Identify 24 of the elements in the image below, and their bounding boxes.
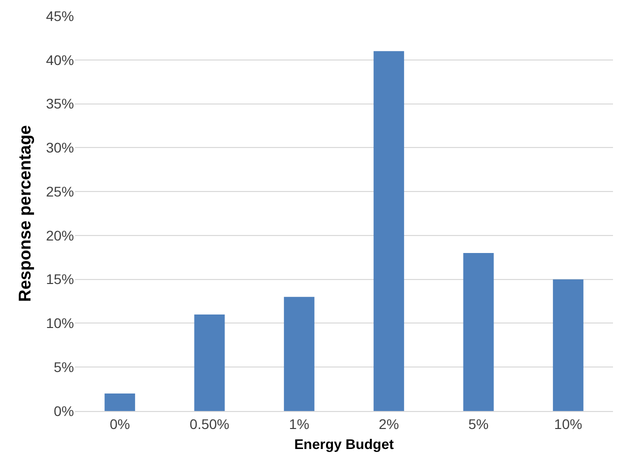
bar <box>463 253 494 411</box>
y-tick-label: 45% <box>46 8 74 24</box>
x-tick-label: 5% <box>468 416 489 432</box>
y-tick-label: 5% <box>54 359 74 376</box>
bar <box>104 393 136 411</box>
x-tick-label: 0.50% <box>190 416 230 432</box>
bar <box>552 279 584 411</box>
y-tick-label: 10% <box>46 315 74 332</box>
x-axis-title: Energy Budget <box>294 436 394 452</box>
y-tick-label: 0% <box>54 402 74 419</box>
y-tick-label: 35% <box>46 96 74 112</box>
bar <box>374 51 404 411</box>
x-tick-label: 10% <box>554 416 582 432</box>
y-axis-title: Response percentage <box>16 125 35 302</box>
y-tick-label: 15% <box>46 271 74 288</box>
bar <box>284 296 314 411</box>
y-tick-label: 25% <box>46 183 74 200</box>
y-tick-label: 30% <box>46 140 74 156</box>
y-tick-label: 40% <box>46 52 74 68</box>
x-tick-label: 0% <box>110 416 130 432</box>
x-tick-label: 1% <box>289 416 310 432</box>
x-tick-label: 2% <box>378 416 399 432</box>
y-tick-label: 20% <box>46 227 74 244</box>
bar <box>194 314 225 411</box>
